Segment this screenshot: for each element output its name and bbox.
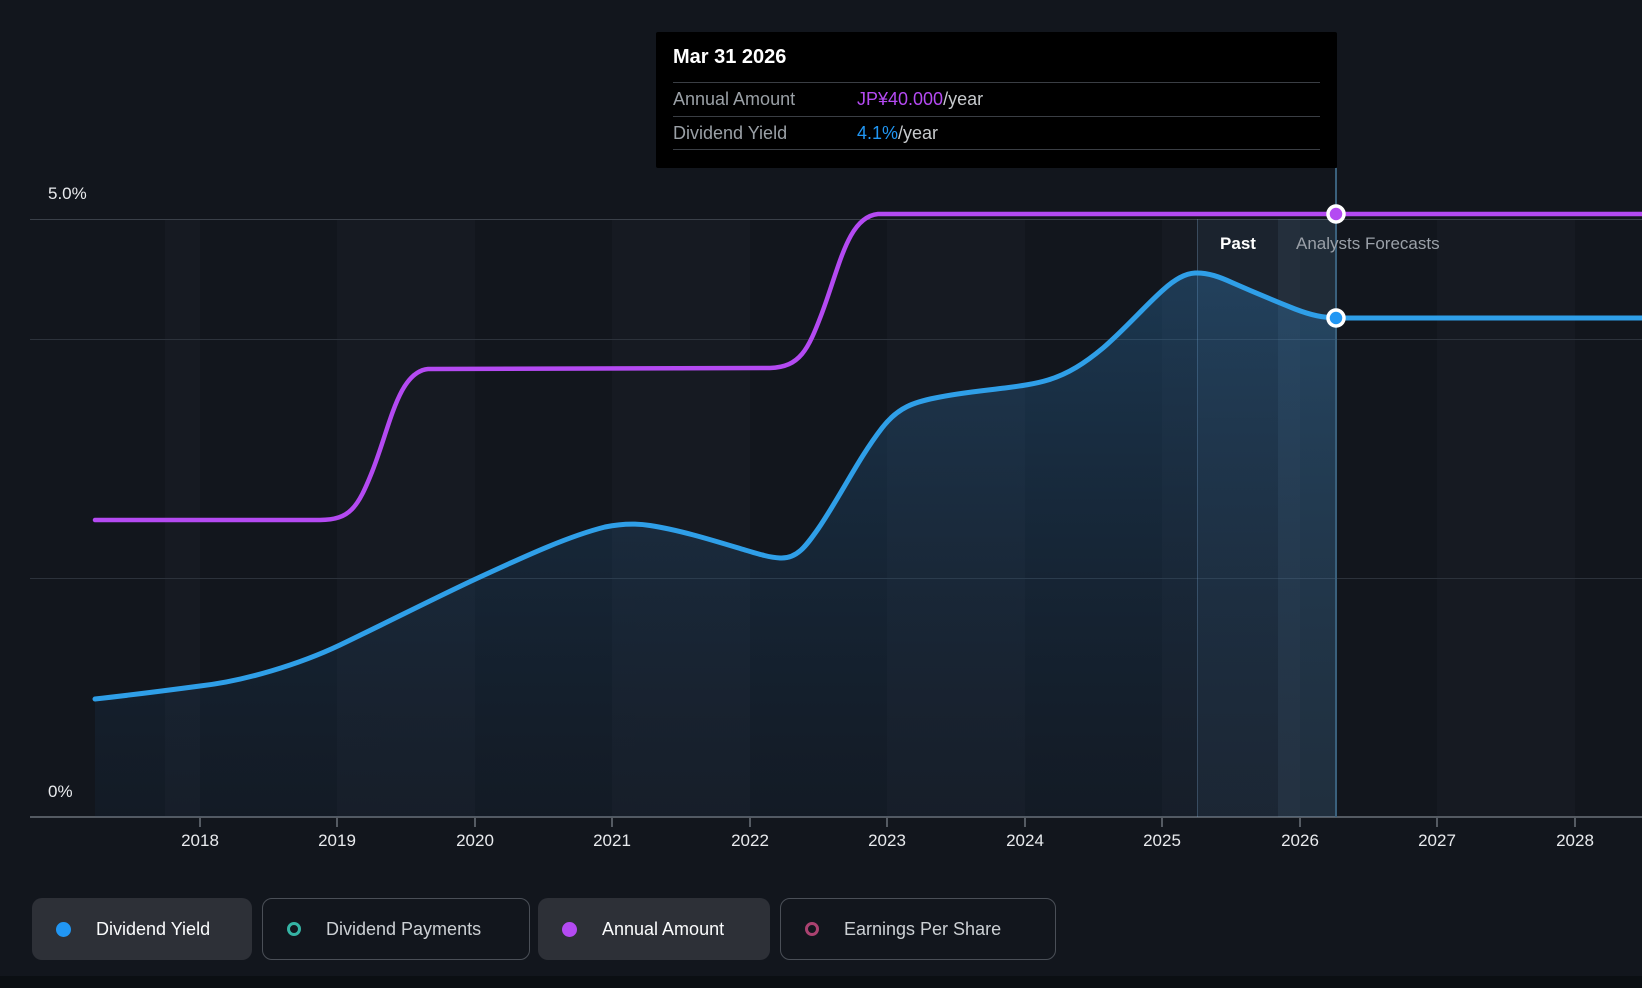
x-label-2018: 2018 [181, 831, 219, 850]
x-label-2025: 2025 [1143, 831, 1181, 850]
tooltip-dividend-yield-label: Dividend Yield [673, 122, 788, 143]
dividend-yield-area [95, 272, 1336, 817]
x-label-2023: 2023 [868, 831, 906, 850]
x-label-2021: 2021 [593, 831, 631, 850]
x-label-2024: 2024 [1006, 831, 1044, 850]
x-label-2020: 2020 [456, 831, 494, 850]
y-axis-label-5pct: 5.0% [48, 184, 87, 203]
y-axis-label-0pct: 0% [48, 782, 73, 801]
tick-2023 [886, 817, 888, 827]
x-label-2026: 2026 [1281, 831, 1319, 850]
x-label-2027: 2027 [1418, 831, 1456, 850]
chart-legend: Dividend Yield Dividend Payments Annual … [0, 898, 1642, 960]
legend-label: Dividend Payments [326, 918, 482, 939]
x-label-2028: 2028 [1556, 831, 1594, 850]
tooltip-annual-amount-value: JP¥40.000 [857, 89, 944, 109]
x-label-2022: 2022 [731, 831, 769, 850]
analysts-forecasts-zone-label: Analysts Forecasts [1296, 234, 1440, 253]
earnings-per-share-ring-icon [805, 922, 819, 936]
tick-2024 [1024, 817, 1026, 827]
x-label-2019: 2019 [318, 831, 356, 850]
tick-2019 [336, 817, 338, 827]
legend-label: Annual Amount [602, 918, 725, 939]
dividend-yield-hover-dot[interactable] [1326, 308, 1346, 328]
tick-2018 [199, 817, 201, 827]
tooltip-dividend-yield-suffix: /year [898, 122, 939, 143]
past-zone-label: Past [1220, 234, 1256, 253]
tooltip-dividend-yield-value: 4.1% [857, 122, 899, 143]
tick-2026 [1299, 817, 1301, 827]
tick-2025 [1161, 817, 1163, 827]
annual-amount-hover-dot[interactable] [1326, 204, 1346, 224]
tooltip-row-annual-amount: Annual Amount JP¥40.000 /year [673, 82, 1320, 116]
tooltip-annual-amount-label: Annual Amount [673, 89, 796, 109]
legend-chip-dividend-payments[interactable]: Dividend Payments [262, 898, 530, 960]
tooltip-row-dividend-yield: Dividend Yield 4.1% /year [673, 116, 1320, 150]
tick-2028 [1574, 817, 1576, 827]
legend-chip-annual-amount[interactable]: Annual Amount [538, 898, 770, 960]
chart-tooltip: Mar 31 2026 Annual Amount JP¥40.000 /yea… [656, 32, 1337, 168]
tick-2027 [1436, 817, 1438, 827]
tick-2022 [749, 817, 751, 827]
tick-2021 [611, 817, 613, 827]
annual-amount-line[interactable] [92, 211, 1642, 523]
hover-crosshair-line [1335, 168, 1337, 817]
gridline-4pct [30, 339, 1642, 340]
dividend-yield-line[interactable] [92, 270, 1642, 702]
annual-amount-dot-icon [562, 921, 577, 937]
legend-chip-earnings-per-share[interactable]: Earnings Per Share [780, 898, 1056, 960]
dividend-payments-ring-icon [287, 922, 301, 936]
dividend-yield-dot-icon [56, 921, 71, 937]
legend-label: Earnings Per Share [844, 918, 1002, 939]
tooltip-date: Mar 31 2026 [673, 45, 787, 68]
tooltip-annual-amount-suffix: /year [943, 89, 984, 109]
legend-chip-dividend-yield[interactable]: Dividend Yield [32, 898, 252, 960]
page-bottom-edge [0, 976, 1642, 988]
tick-2020 [474, 817, 476, 827]
gridline-5pct [30, 219, 1642, 220]
legend-label: Dividend Yield [96, 918, 211, 939]
